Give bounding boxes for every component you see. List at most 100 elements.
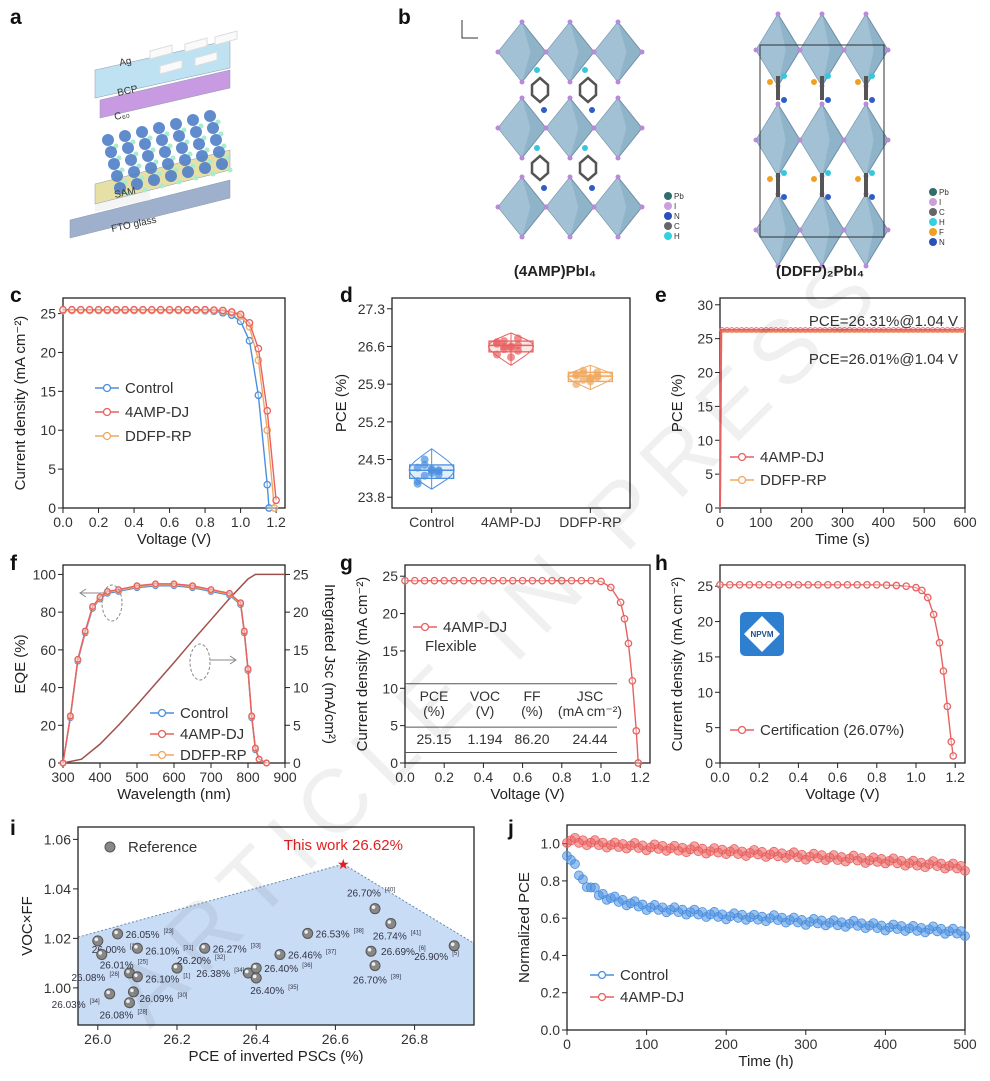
perovskite-atom <box>224 155 230 161</box>
legend-label: H <box>674 232 680 241</box>
iodine-atom <box>495 125 501 131</box>
perovskite-atom <box>128 166 140 178</box>
reference-point <box>369 960 381 972</box>
point-highlight <box>244 969 249 974</box>
iodine-atom <box>591 49 597 55</box>
perovskite-atom <box>142 187 148 193</box>
data-point <box>237 599 245 607</box>
y-tick-label: 1.06 <box>44 831 71 847</box>
perovskite-atom <box>218 131 224 137</box>
point-ref: [36] <box>302 963 312 969</box>
data-point <box>567 576 576 585</box>
layer-label: BCP <box>116 84 139 99</box>
data-point <box>548 576 556 585</box>
data-point <box>579 375 588 384</box>
series-line <box>63 308 277 501</box>
iodine-atom <box>591 204 597 210</box>
point-highlight <box>371 962 376 966</box>
y-tick-label: 1.00 <box>44 980 71 996</box>
x-tick-label: 0.8 <box>195 514 215 530</box>
chart-d-pce-boxplot: 23.8 24.5 25.2 25.9 26.6 27.3 PCE (%) Control 4A… <box>333 297 631 530</box>
fto-glass-layer <box>69 179 231 239</box>
data-point <box>434 470 443 479</box>
data-point <box>103 587 111 595</box>
legend-label: I <box>674 202 676 211</box>
point-ref: [37] <box>326 949 336 955</box>
panel-label: b <box>398 6 411 29</box>
data-point <box>514 346 522 355</box>
envelope-line <box>77 863 475 944</box>
hydrogen-atom <box>781 73 787 79</box>
y-tick-label: 0.6 <box>541 910 561 926</box>
perovskite-atom <box>142 150 154 162</box>
point-highlight <box>126 969 130 974</box>
point-highlight <box>201 944 206 949</box>
perovskite-atom <box>164 131 170 137</box>
y-tick-label: 1.02 <box>44 930 71 946</box>
perovskite-atom <box>130 139 136 145</box>
y-tick-label: 10 <box>697 432 713 448</box>
data-point <box>489 576 498 585</box>
perovskite-atom <box>193 138 205 150</box>
iodine-atom <box>591 125 597 131</box>
x-tick-label: 0 <box>563 1036 571 1052</box>
point-label: 26.40% <box>264 964 298 975</box>
y-tick-label: 30 <box>697 297 713 313</box>
perovskite-atom <box>133 151 139 157</box>
y-tick-label: 25.2 <box>358 414 385 430</box>
fluorine-atom <box>767 176 773 182</box>
category-label: 4AMP-DJ <box>481 514 541 530</box>
y-right-tick-label: 25 <box>293 566 309 582</box>
table-header: FF <box>523 688 540 704</box>
data-point <box>440 576 449 585</box>
data-point <box>725 580 734 589</box>
series-line <box>405 579 639 764</box>
legend-label: 4AMP-DJ <box>443 619 507 636</box>
iodine-atom <box>519 174 525 180</box>
y-right-tick-label: 15 <box>293 642 309 658</box>
y-tick-label: 26.6 <box>358 338 385 354</box>
iodine-atom <box>567 234 573 240</box>
series-line <box>62 573 285 764</box>
data-point <box>577 576 586 585</box>
octahedron-face <box>546 98 579 158</box>
data-point <box>420 576 429 585</box>
point-label: 26.05% <box>126 930 160 941</box>
point-ref: [30] <box>177 993 187 999</box>
legend-label: Control <box>125 380 173 397</box>
data-point <box>923 593 932 602</box>
panel-label: h <box>655 552 668 575</box>
legend-marker <box>102 407 112 417</box>
iodine-atom <box>775 101 781 107</box>
data-point <box>624 639 633 648</box>
iodine-atom <box>543 125 549 131</box>
data-point <box>112 305 121 314</box>
chart-g-flexible-jv: 0.0 0.2 0.4 0.6 0.8 1.0 1.2 0 5 10 15 20 25 Voltage (… <box>354 564 651 803</box>
data-point <box>918 586 926 595</box>
perovskite-atom <box>148 174 160 186</box>
hydrogen-atom <box>582 145 588 151</box>
y-tick-label: 1.04 <box>44 881 71 897</box>
legend-label: DDFP-RP <box>125 428 192 445</box>
panel-label: d <box>340 284 353 307</box>
data-point <box>210 306 218 314</box>
point-highlight <box>450 942 455 947</box>
x-axis-label: Voltage (V) <box>137 531 211 548</box>
perovskite-atom <box>159 183 165 189</box>
data-point <box>139 305 147 314</box>
legend-label: Reference <box>128 839 197 856</box>
y-right-axis-label: Integrated Jsc (mA/cm²) <box>321 584 338 744</box>
annotation-pce-4amp: PCE=26.31%@1.04 V <box>809 313 958 330</box>
x-tick-label: 0.4 <box>789 769 809 785</box>
x-axis-label: Time (h) <box>738 1053 793 1070</box>
perovskite-atom <box>221 143 227 149</box>
perovskite-atom <box>122 179 128 185</box>
reference-point <box>250 962 262 974</box>
ag-electrode <box>214 30 238 46</box>
perovskite-atom <box>198 123 204 129</box>
ag-electrode <box>184 37 208 53</box>
iodine-atom <box>567 174 573 180</box>
hydrogen-atom <box>869 73 875 79</box>
legend-marker <box>102 431 112 441</box>
